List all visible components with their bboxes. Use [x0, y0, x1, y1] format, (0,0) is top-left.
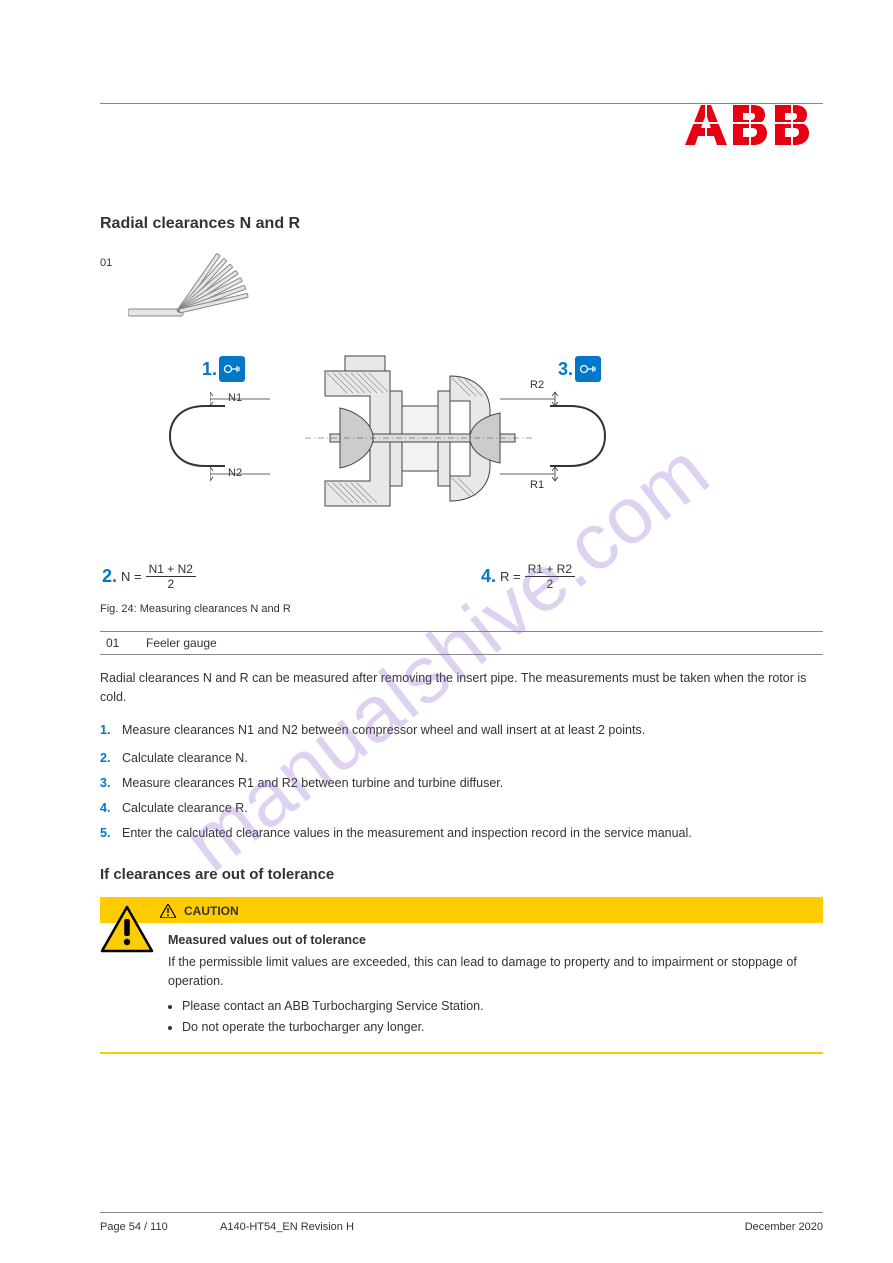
caution-body-text: If the permissible limit values are exce… [168, 955, 797, 988]
steps-list: Measure clearances N1 and N2 between com… [100, 721, 823, 843]
technical-diagram: 01 1. [100, 251, 660, 591]
label-r1: R1 [530, 479, 544, 491]
section-title: Radial clearances N and R [100, 215, 823, 233]
list-item: Do not operate the turbocharger any long… [182, 1018, 823, 1037]
dim-r2-icon [500, 389, 560, 409]
feeler-gauge-icon [128, 249, 258, 329]
table-row: 01 Feeler gauge [100, 632, 823, 655]
sub-section-title: If clearances are out of tolerance [100, 866, 823, 883]
label-r2: R2 [530, 379, 544, 391]
caution-heading: Measured values out of tolerance [168, 931, 823, 950]
step-1-marker: 1. [202, 356, 245, 382]
legend-table: 01 Feeler gauge [100, 631, 823, 655]
list-item: Enter the calculated clearance values in… [100, 824, 823, 843]
figure-caption: Fig. 24: Measuring clearances N and R [100, 603, 823, 615]
list-item: Calculate clearance N. [100, 749, 823, 768]
footer-doc: A140-HT54_EN Revision H [220, 1221, 354, 1233]
brand-logo [683, 103, 823, 156]
measure-icon [575, 356, 601, 382]
warning-small-icon [160, 904, 176, 918]
dim-n1-icon [210, 389, 280, 409]
list-item: Measure clearances R1 and R2 between tur… [100, 774, 823, 793]
intro-paragraph: Radial clearances N and R can be measure… [100, 669, 823, 707]
measure-icon [219, 356, 245, 382]
list-item: Measure clearances N1 and N2 between com… [100, 721, 823, 740]
list-item: Please contact an ABB Turbocharging Serv… [182, 997, 823, 1016]
turbo-cross-section-icon [275, 351, 565, 526]
footer-date: December 2020 [745, 1221, 823, 1233]
formula-n: 2. N = N1 + N2 2 [102, 562, 196, 591]
feeler-label: 01 [100, 257, 112, 269]
caution-callout: CAUTION Measured values out of tolerance… [100, 897, 823, 1054]
formula-r: 4. R = R1 + R2 2 [481, 562, 575, 591]
label-n2: N2 [228, 467, 242, 479]
list-item: Calculate clearance R. [100, 799, 823, 818]
footer-page: Page 54 / 110 [100, 1221, 168, 1233]
dim-n2-icon [210, 464, 280, 484]
warning-triangle-icon [100, 905, 154, 1040]
caution-badge: CAUTION [184, 904, 239, 918]
page-footer: Page 54 / 110 A140-HT54_EN Revision H De… [100, 1212, 823, 1221]
label-n1: N1 [228, 392, 242, 404]
